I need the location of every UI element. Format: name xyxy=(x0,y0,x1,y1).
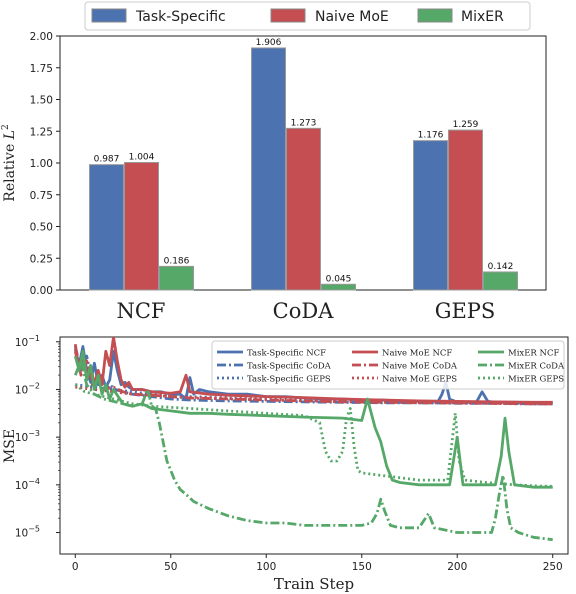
legend-label-naive-moe: Naive MoE xyxy=(315,9,389,25)
legend-swatch-task-specific xyxy=(91,8,127,23)
category-label-geps: GEPS xyxy=(435,299,496,323)
legend-label-naive-moe-ncf: Naive MoE NCF xyxy=(382,349,452,359)
bar-chart: 0.00 0.25 0.50 0.75 1.00 1.25 1.50 1.75 2.00 0.9… xyxy=(1,1,547,323)
line-x-ticks: 0 50 100 150 200 250 xyxy=(72,554,563,573)
bar-value-label: 1.273 xyxy=(291,118,317,128)
line-x-tick-label: 100 xyxy=(256,561,276,573)
bar-y-ticks: 0.00 0.25 0.50 0.75 1.00 1.25 1.50 1.75 2.00 xyxy=(30,31,60,297)
line-series-group xyxy=(73,337,553,542)
line-x-axis-label: Train Step xyxy=(274,575,354,593)
line-y-axis-label: MSE xyxy=(2,429,18,463)
bar-value-label: 0.045 xyxy=(326,274,352,284)
bar-naive-moe-ncf xyxy=(124,161,159,291)
legend-label-task-specific: Task-Specific xyxy=(135,9,226,25)
line-y-tick-label: 10−5 xyxy=(15,525,40,540)
bar-y-tick-label: 0.25 xyxy=(30,253,53,265)
line-legend: Task-Specific NCF Task-Specific CoDA Task-… xyxy=(211,340,565,390)
legend-label-task-specific-coda: Task-Specific CoDA xyxy=(247,362,332,372)
bar-y-tick-label: 0.00 xyxy=(30,285,53,297)
line-x-tick-label: 150 xyxy=(352,561,372,573)
bar-legend: Task-Specific Naive MoE MixER xyxy=(84,1,531,31)
bar-y-tick-label: 0.50 xyxy=(30,222,53,234)
legend-swatch-naive-moe xyxy=(270,8,306,23)
line-x-tick-label: 250 xyxy=(543,561,563,573)
bar-y-tick-label: 1.75 xyxy=(30,63,53,75)
legend-label-naive-moe-geps: Naive MoE GEPS xyxy=(382,375,457,385)
bar-mixer-ncf xyxy=(159,265,194,291)
series-naive-moe-geps xyxy=(75,385,553,406)
bar-task-specific-geps xyxy=(413,140,448,291)
legend-label-mixer-ncf: MixER NCF xyxy=(508,349,559,359)
bar-value-label: 1.259 xyxy=(453,120,479,130)
bar-y-tick-label: 1.00 xyxy=(30,158,53,170)
legend-label-task-specific-ncf: Task-Specific NCF xyxy=(247,349,326,359)
bar-y-axis-label: Relative L2 xyxy=(1,124,18,201)
bar-y-tick-label: 1.25 xyxy=(30,126,53,138)
bar-mixer-geps xyxy=(483,271,518,291)
bar-task-specific-ncf xyxy=(89,164,124,291)
series-mixer-geps xyxy=(74,383,553,488)
line-y-tick-label: 10−2 xyxy=(15,381,40,396)
category-label-ncf: NCF xyxy=(116,299,165,323)
line-x-tick-label: 0 xyxy=(72,561,79,573)
line-y-tick-label: 10−3 xyxy=(15,429,40,444)
bar-mixer-coda xyxy=(321,283,356,291)
line-x-tick-label: 50 xyxy=(164,561,177,573)
bar-value-label: 1.004 xyxy=(129,152,155,162)
legend-label-mixer-coda: MixER CoDA xyxy=(508,362,565,372)
legend-label-task-specific-geps: Task-Specific GEPS xyxy=(247,375,331,385)
bar-naive-moe-coda xyxy=(286,127,321,291)
line-legend-frame xyxy=(211,340,565,390)
bar-x-ticks: NCF CoDA GEPS xyxy=(116,299,495,323)
legend-label-naive-moe-coda: Naive MoE CoDA xyxy=(382,362,458,372)
line-y-ticks: 10−1 10−2 10−3 10−4 10−5 xyxy=(15,334,60,540)
bar-value-label: 0.186 xyxy=(164,256,190,266)
line-y-tick-label: 10−4 xyxy=(15,477,40,492)
legend-label-mixer: MixER xyxy=(461,9,504,25)
bar-y-tick-label: 1.50 xyxy=(30,95,53,107)
bar-value-label: 1.176 xyxy=(418,131,444,141)
bar-marks: 0.987 1.004 0.186 1.906 1.273 0.045 1.176 1.259… xyxy=(89,38,518,291)
line-chart: 10−1 10−2 10−3 10−4 10−5 0 50 100 150 200 250 MSE… xyxy=(2,334,569,593)
legend-swatch-mixer xyxy=(417,8,453,23)
line-x-tick-label: 200 xyxy=(447,561,467,573)
bar-value-label: 0.987 xyxy=(94,155,120,165)
bar-y-tick-label: 2.00 xyxy=(30,31,53,43)
category-label-coda: CoDA xyxy=(273,299,335,323)
bar-naive-moe-geps xyxy=(448,129,483,291)
line-y-tick-label: 10−1 xyxy=(15,334,40,349)
bar-value-label: 1.906 xyxy=(256,38,282,48)
legend-label-mixer-geps: MixER GEPS xyxy=(508,375,564,385)
series-mixer-ncf xyxy=(73,349,553,489)
bar-value-label: 0.142 xyxy=(488,262,514,272)
bar-y-tick-label: 0.75 xyxy=(30,190,53,202)
bar-task-specific-coda xyxy=(251,47,286,291)
